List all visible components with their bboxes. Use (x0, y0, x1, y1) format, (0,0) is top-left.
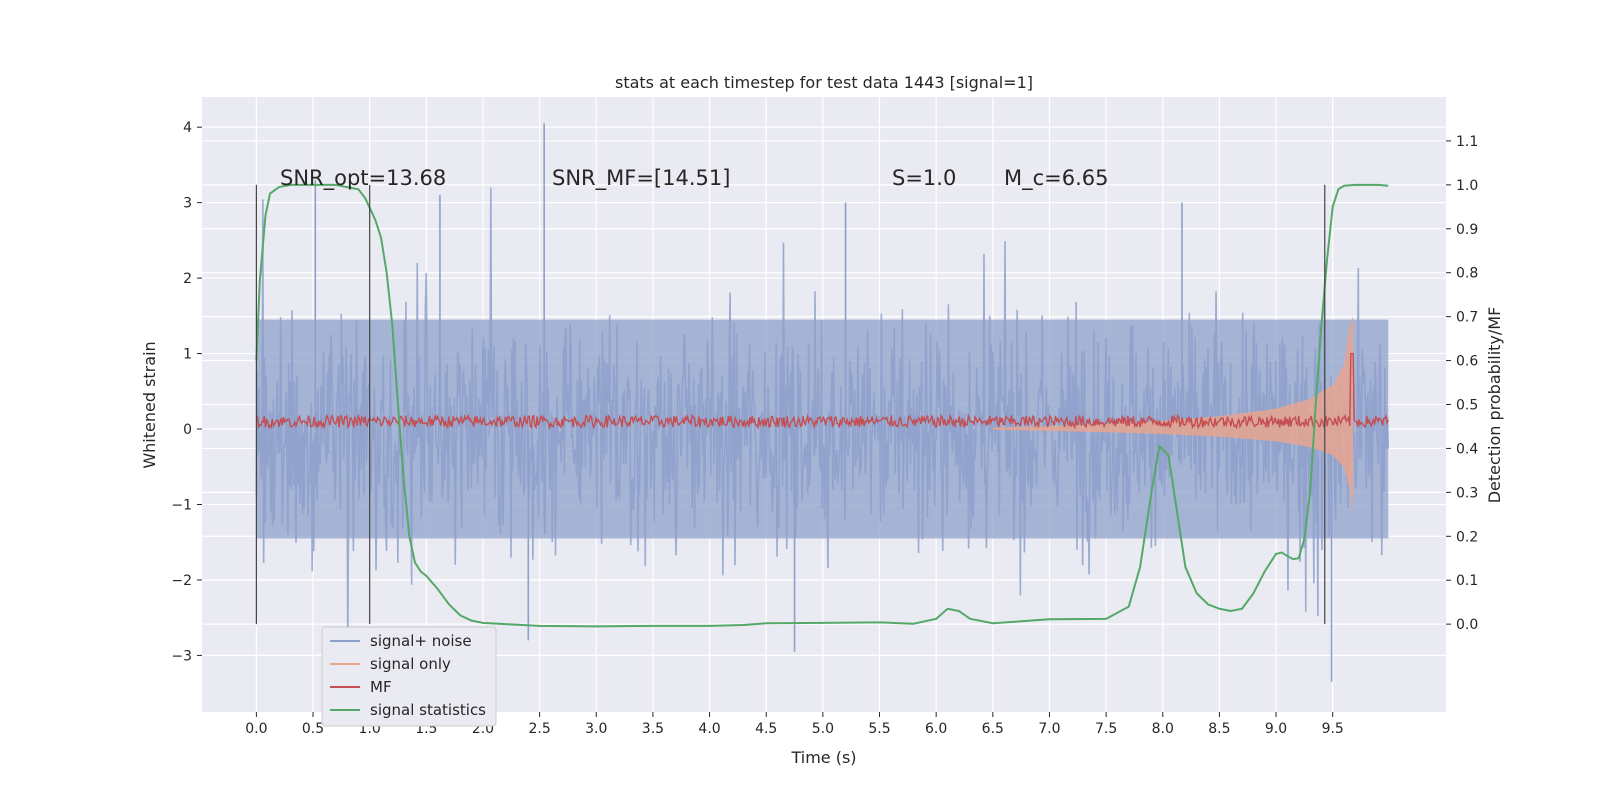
y-tick-label: 4 (183, 120, 192, 136)
annotation-snr-mf: SNR_MF=[14.51] (552, 166, 730, 191)
annotation-s-value: S=1.0 (892, 166, 956, 190)
y-axis-label: Whitened strain (140, 341, 159, 468)
y-right-tick-label: 0.5 (1456, 398, 1478, 414)
y-right-tick-label: 0.0 (1456, 617, 1478, 633)
plot-content (255, 123, 1390, 682)
y-right-tick-label: 1.1 (1456, 134, 1478, 150)
x-tick-label: 5.5 (868, 721, 890, 737)
y-tick-label: −1 (171, 497, 192, 513)
x-tick-label: 0.0 (245, 721, 267, 737)
annotations: SNR_opt=13.68 SNR_MF=[14.51] S=1.0 M_c=6… (280, 166, 1109, 191)
y-right-tick-label: 0.2 (1456, 529, 1478, 545)
y-tick-label: −3 (171, 648, 192, 664)
y-axis-ticks: −3 −2 −1 0 1 2 3 4 (171, 120, 202, 664)
y-right-tick-label: 0.4 (1456, 441, 1478, 457)
legend-label-signal-only: signal only (370, 655, 451, 673)
x-tick-label: 4.0 (698, 721, 720, 737)
y-tick-label: −2 (171, 573, 192, 589)
signal-statistics-line (255, 183, 1389, 628)
x-tick-label: 8.5 (1208, 721, 1230, 737)
x-tick-label: 2.5 (528, 721, 550, 737)
right-y-axis-ticks: 0.0 0.1 0.2 0.3 0.4 0.5 0.6 0.7 0.8 0.9 1.0 1.1 (1446, 134, 1478, 633)
y-tick-label: 2 (183, 271, 192, 287)
x-tick-label: 6.0 (925, 721, 947, 737)
x-tick-label: 9.5 (1322, 721, 1344, 737)
legend-label-signal-statistics: signal statistics (370, 701, 486, 719)
x-axis-label: Time (s) (790, 748, 856, 767)
mf-line (255, 352, 1389, 431)
x-tick-label: 5.0 (812, 721, 834, 737)
x-tick-label: 4.5 (755, 721, 777, 737)
y-right-tick-label: 0.3 (1456, 485, 1478, 501)
legend-box (321, 626, 497, 727)
annotation-mc-value: M_c=6.65 (1004, 166, 1109, 191)
right-y-axis-label: Detection probability/MF (1485, 307, 1504, 504)
y-right-tick-label: 0.1 (1456, 573, 1478, 589)
y-right-tick-label: 0.7 (1456, 310, 1478, 326)
x-tick-label: 8.0 (1152, 721, 1174, 737)
y-tick-label: 3 (183, 196, 192, 212)
x-tick-label: 7.5 (1095, 721, 1117, 737)
y-tick-label: 0 (183, 422, 192, 438)
x-tick-label: 6.5 (982, 721, 1004, 737)
x-tick-label: 3.5 (642, 721, 664, 737)
signal-only-area (992, 315, 1354, 513)
legend-label-mf: MF (370, 678, 392, 696)
annotation-snr-opt: SNR_opt=13.68 (280, 166, 446, 191)
y-tick-label: 1 (183, 347, 192, 363)
x-tick-label: 0.5 (302, 721, 324, 737)
x-tick-label: 3.0 (585, 721, 607, 737)
y-right-tick-label: 0.8 (1456, 266, 1478, 282)
legend: signal+ noise signal only MF signal stat… (321, 626, 497, 727)
legend-label-signal-noise: signal+ noise (370, 632, 472, 650)
chart-title: stats at each timestep for test data 144… (615, 73, 1033, 92)
x-tick-label: 7.0 (1038, 721, 1060, 737)
y-right-tick-label: 0.9 (1456, 222, 1478, 238)
y-right-tick-label: 1.0 (1456, 178, 1478, 194)
y-right-tick-label: 0.6 (1456, 354, 1478, 370)
x-tick-label: 9.0 (1265, 721, 1287, 737)
